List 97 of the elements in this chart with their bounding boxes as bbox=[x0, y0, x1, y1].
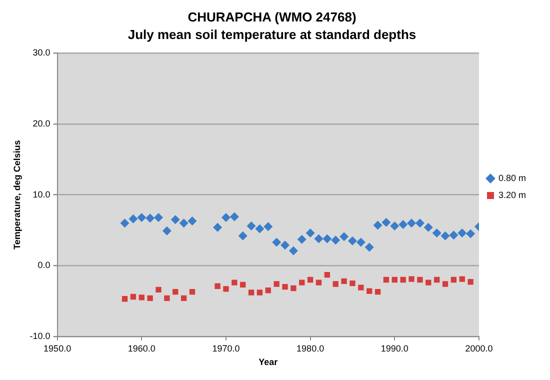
point bbox=[322, 234, 332, 244]
point bbox=[288, 246, 298, 256]
point bbox=[400, 276, 406, 283]
x-axis-title: Year bbox=[258, 357, 278, 368]
point bbox=[147, 295, 153, 301]
point bbox=[297, 234, 306, 244]
point bbox=[265, 288, 271, 294]
y-tick-label: 20.0 bbox=[32, 118, 50, 128]
point bbox=[408, 276, 414, 282]
legend-label: 0.80 m bbox=[498, 172, 526, 183]
point bbox=[179, 218, 188, 228]
point bbox=[214, 283, 220, 289]
point bbox=[180, 295, 187, 301]
point bbox=[272, 238, 282, 247]
point bbox=[306, 228, 315, 238]
point bbox=[314, 234, 324, 244]
point bbox=[188, 216, 197, 226]
x-tick-label: 1990.0 bbox=[380, 343, 408, 354]
point bbox=[340, 232, 349, 242]
point bbox=[170, 215, 180, 224]
y-axis-title: Temperature, deg Celsius bbox=[12, 140, 22, 250]
point bbox=[221, 212, 230, 222]
point bbox=[415, 218, 424, 228]
point bbox=[130, 294, 136, 300]
point bbox=[417, 276, 423, 283]
point bbox=[324, 272, 330, 278]
point bbox=[138, 294, 144, 300]
point bbox=[316, 280, 322, 286]
point bbox=[424, 222, 433, 232]
x-tick-label: 1950.0 bbox=[44, 343, 72, 354]
point bbox=[162, 226, 172, 236]
point bbox=[223, 286, 229, 292]
x-tick-label: 1960.0 bbox=[128, 343, 156, 354]
point bbox=[449, 230, 458, 240]
chart-subtitle: July mean soil temperature at standard depths bbox=[128, 26, 416, 42]
chart-title: CHURAPCHA (WMO 24768) bbox=[188, 9, 356, 24]
point bbox=[164, 295, 170, 301]
point bbox=[122, 296, 128, 302]
point bbox=[240, 282, 246, 288]
point bbox=[468, 279, 474, 285]
point bbox=[230, 212, 239, 222]
x-tick-label: 1970.0 bbox=[212, 343, 240, 354]
point bbox=[364, 242, 374, 252]
point bbox=[450, 276, 457, 283]
x-tick-label: 1980.0 bbox=[296, 343, 324, 354]
point bbox=[264, 222, 273, 232]
point bbox=[442, 281, 448, 287]
y-tick-label: 0.0 bbox=[38, 260, 50, 270]
point bbox=[274, 281, 280, 287]
point bbox=[137, 212, 146, 222]
y-tick-label: 30.0 bbox=[32, 48, 50, 58]
point bbox=[331, 236, 340, 245]
point bbox=[383, 276, 390, 283]
point bbox=[366, 288, 372, 294]
point bbox=[156, 286, 162, 292]
point bbox=[392, 276, 398, 283]
point bbox=[426, 280, 432, 286]
point bbox=[466, 229, 476, 238]
legend-label: 3.20 m bbox=[498, 190, 526, 200]
point bbox=[307, 276, 314, 283]
point bbox=[458, 228, 467, 238]
point bbox=[189, 288, 196, 295]
point bbox=[232, 280, 238, 286]
point bbox=[432, 228, 442, 238]
point bbox=[246, 221, 256, 230]
point bbox=[256, 290, 263, 296]
point bbox=[374, 288, 381, 295]
point bbox=[282, 284, 288, 290]
x-tick-label: 2000.0 bbox=[465, 343, 493, 354]
point bbox=[213, 222, 222, 232]
point bbox=[390, 221, 400, 230]
point bbox=[434, 276, 440, 283]
point bbox=[440, 231, 450, 240]
point bbox=[341, 278, 347, 284]
point bbox=[348, 236, 357, 246]
point bbox=[350, 280, 356, 286]
point bbox=[280, 240, 290, 250]
point bbox=[382, 218, 391, 227]
point bbox=[373, 220, 382, 230]
point bbox=[128, 214, 138, 224]
point bbox=[358, 284, 364, 290]
point bbox=[120, 218, 130, 228]
point bbox=[356, 238, 366, 247]
y-tick-label: 10.0 bbox=[32, 189, 50, 200]
point bbox=[248, 290, 254, 296]
point bbox=[172, 288, 178, 295]
point bbox=[238, 231, 248, 240]
point bbox=[255, 224, 264, 234]
point bbox=[146, 214, 155, 223]
point bbox=[407, 218, 416, 228]
point bbox=[459, 276, 465, 282]
point bbox=[398, 220, 408, 230]
point bbox=[154, 212, 164, 222]
point bbox=[290, 285, 296, 292]
y-tick-label: -10.0 bbox=[30, 330, 50, 341]
point bbox=[332, 281, 338, 287]
point bbox=[299, 280, 305, 286]
